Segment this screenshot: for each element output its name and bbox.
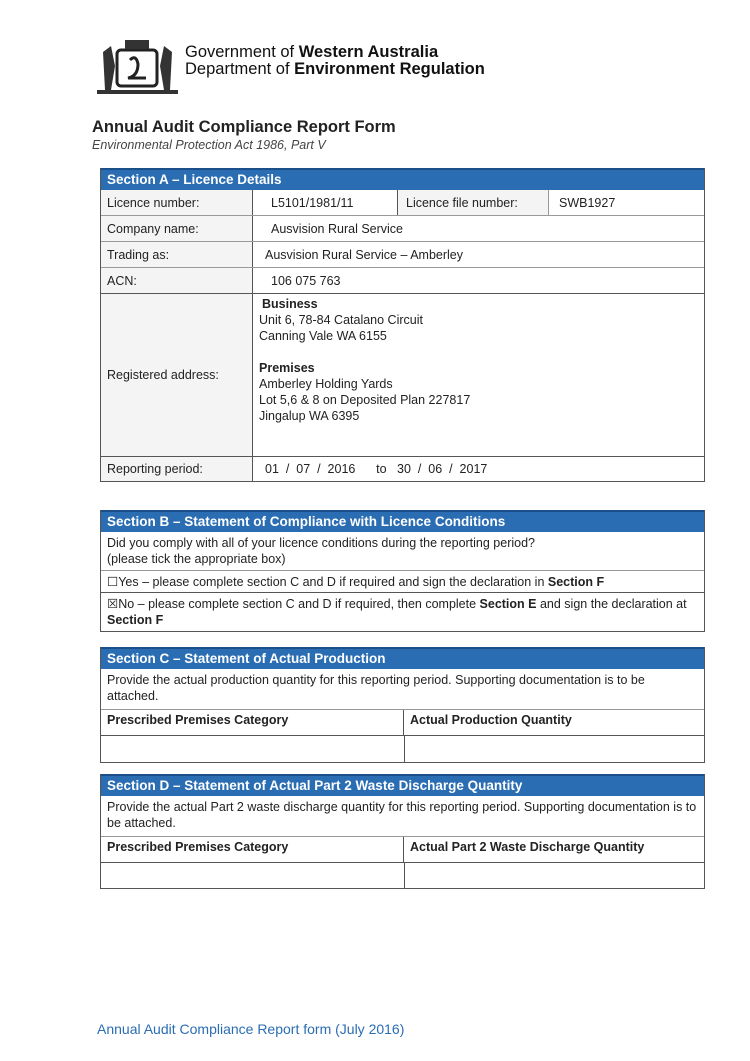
- company-name-label: Company name:: [101, 216, 253, 241]
- registered-address-value: Business Unit 6, 78-84 Catalano Circuit …: [253, 294, 476, 456]
- quantity-input[interactable]: [405, 736, 704, 762]
- section-a: Section A – Licence Details Licence numb…: [100, 168, 705, 482]
- section-c: Section C – Statement of Actual Producti…: [100, 647, 705, 763]
- category-input[interactable]: [101, 736, 405, 762]
- compliance-hint: (please tick the appropriate box): [107, 552, 286, 566]
- address-line: Canning Vale WA 6155: [259, 329, 387, 343]
- business-heading: Business: [262, 297, 318, 311]
- address-line: Amberley Holding Yards: [259, 377, 393, 391]
- no-option-bold: Section F: [107, 613, 164, 627]
- column-header: Prescribed Premises Category: [101, 837, 404, 862]
- section-c-instructions: Provide the actual production quantity f…: [107, 673, 645, 703]
- no-option-bold: Section E: [479, 597, 537, 611]
- footer-text: Annual Audit Compliance Report form (Jul…: [97, 1021, 405, 1037]
- reporting-period-label: Reporting period:: [101, 457, 253, 481]
- trading-as-label: Trading as:: [101, 242, 253, 267]
- address-line: Unit 6, 78-84 Catalano Circuit: [259, 313, 423, 327]
- form-subtitle: Environmental Protection Act 1986, Part …: [92, 138, 326, 152]
- coat-of-arms-logo: [97, 40, 178, 94]
- section-d: Section D – Statement of Actual Part 2 W…: [100, 774, 705, 889]
- trading-as-value: Ausvision Rural Service – Amberley: [265, 247, 463, 262]
- no-checkbox[interactable]: ☒: [107, 597, 119, 611]
- compliance-question: Did you comply with all of your licence …: [107, 536, 536, 550]
- section-b: Section B – Statement of Compliance with…: [100, 510, 705, 632]
- yes-checkbox[interactable]: ☐: [107, 575, 119, 589]
- no-option-text: No – please complete section C and D if …: [118, 597, 480, 611]
- discharge-quantity-input[interactable]: [405, 863, 704, 888]
- no-option-text: and sign the declaration at: [536, 597, 687, 611]
- category-input[interactable]: [101, 863, 405, 888]
- licence-file-number-label: Licence file number:: [398, 190, 549, 215]
- column-header: Actual Part 2 Waste Discharge Quantity: [410, 840, 645, 854]
- address-line: Jingalup WA 6395: [259, 409, 360, 423]
- section-d-instructions: Provide the actual Part 2 waste discharg…: [107, 800, 697, 830]
- section-d-header: Section D – Statement of Actual Part 2 W…: [101, 774, 704, 796]
- organisation-name: Government of Western Australia Departme…: [185, 43, 485, 78]
- column-header: Actual Production Quantity: [410, 713, 572, 727]
- premises-heading: Premises: [259, 361, 315, 375]
- address-line: Lot 5,6 & 8 on Deposited Plan 227817: [259, 393, 471, 407]
- section-c-header: Section C – Statement of Actual Producti…: [101, 647, 704, 669]
- company-name-value: Ausvision Rural Service: [271, 221, 403, 236]
- column-header: Prescribed Premises Category: [101, 710, 404, 735]
- acn-label: ACN:: [101, 268, 253, 293]
- licence-file-number-value: SWB1927: [559, 195, 616, 210]
- acn-value: 106 075 763: [271, 273, 341, 288]
- licence-number-label: Licence number:: [101, 190, 253, 215]
- section-b-header: Section B – Statement of Compliance with…: [101, 510, 704, 532]
- reporting-period-value: 01 / 07 / 2016 to 30 / 06 / 2017: [265, 462, 488, 476]
- section-a-header: Section A – Licence Details: [101, 168, 704, 190]
- form-title: Annual Audit Compliance Report Form: [92, 118, 396, 136]
- yes-option-text: Yes – please complete section C and D if…: [118, 575, 548, 589]
- registered-address-label: Registered address:: [101, 294, 253, 456]
- yes-option-bold: Section F: [547, 575, 605, 589]
- licence-number-value: L5101/1981/11: [253, 190, 398, 215]
